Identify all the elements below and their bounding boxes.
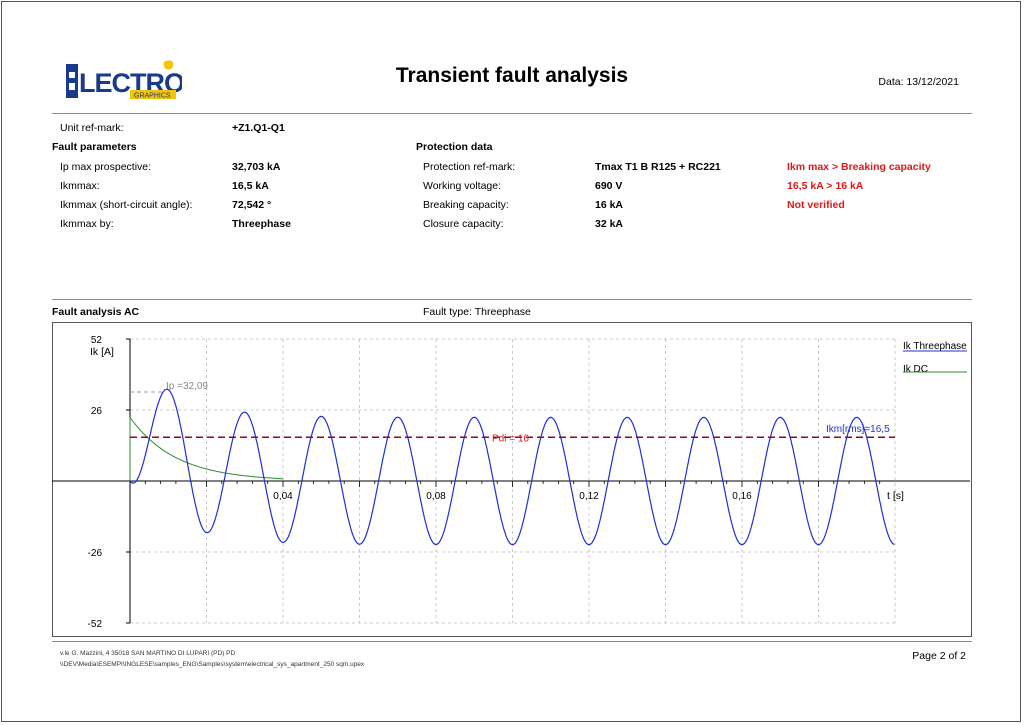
- protection-label: Working voltage:: [423, 180, 502, 192]
- protection-value: Tmax T1 B R125 + RC221: [595, 161, 721, 173]
- y-tick-label: 26: [91, 406, 103, 417]
- protection-value: 690 V: [595, 180, 623, 192]
- fault-param-value: Threephase: [232, 218, 291, 230]
- unit-label: Unit ref-mark:: [60, 122, 124, 134]
- legend-ik-dc: Ik DC: [903, 364, 928, 375]
- analysis-divider: [52, 299, 972, 300]
- protection-label: Breaking capacity:: [423, 199, 509, 211]
- fault-param-value: 72,542 °: [232, 199, 272, 211]
- fault-param-value: 32,703 kA: [232, 161, 281, 173]
- ik-threephase-curve: [129, 388, 895, 546]
- x-axis-label: t [s]: [887, 490, 904, 502]
- y-tick-label: 52: [91, 335, 103, 346]
- ip-label: Ip =32,09: [166, 381, 208, 392]
- report-date: Data: 13/12/2021: [878, 76, 959, 88]
- fault-param-label: Ikmmax by:: [60, 218, 114, 230]
- page-number: Page 2 of 2: [912, 650, 966, 662]
- ik-dc-curve: [129, 417, 283, 480]
- protection-status: Not verified: [787, 199, 845, 211]
- analysis-heading: Fault analysis AC: [52, 306, 140, 318]
- footer-address: v.le G. Mazzini, 4 35018 SAN MARTINO DI …: [60, 650, 236, 657]
- legend-ik-threephase: Ik Threephase: [903, 341, 967, 352]
- y-tick-label: -26: [88, 548, 103, 559]
- footer-divider: [52, 641, 972, 642]
- protection-status: 16,5 kA > 16 kA: [787, 180, 864, 192]
- electro-graphics-logo: LECTRO GRAPHICS: [66, 60, 182, 100]
- fault-param-label: Ip max prospective:: [60, 161, 152, 173]
- protection-heading: Protection data: [416, 141, 493, 153]
- x-tick-label: 0,12: [579, 491, 599, 502]
- protection-label: Closure capacity:: [423, 218, 504, 230]
- x-tick-label: 0,08: [426, 491, 446, 502]
- chart-frame: [52, 322, 972, 637]
- fault-param-label: Ikmmax (short-circuit angle):: [60, 199, 193, 211]
- protection-value: 32 kA: [595, 218, 624, 230]
- header-divider: [52, 113, 972, 114]
- protection-label: Protection ref-mark:: [423, 161, 516, 173]
- x-tick-label: 0,04: [273, 491, 293, 502]
- protection-status: Ikm max > Breaking capacity: [787, 161, 931, 173]
- page-title: Transient fault analysis: [395, 64, 629, 87]
- fault-param-label: Ikmmax:: [60, 180, 100, 192]
- fault-param-value: 16,5 kA: [232, 180, 269, 192]
- pdi-label: Pdi = 16: [492, 433, 529, 444]
- protection-value: 16 kA: [595, 199, 624, 211]
- ikm-rms-label: Ikm[rms]=16,5: [826, 424, 890, 435]
- y-tick-label: -52: [88, 619, 103, 630]
- footer-file-path: \\DEV\Media\ESEMPI\INGLESE\samples_ENG\S…: [60, 661, 365, 668]
- unit-value: +Z1.Q1-Q1: [232, 122, 285, 134]
- fault-params-heading: Fault parameters: [52, 141, 137, 153]
- y-axis-label: Ik [A]: [90, 346, 114, 358]
- x-tick-label: 0,16: [732, 491, 752, 502]
- fault-type-label: Fault type: Threephase: [423, 306, 531, 318]
- svg-text:GRAPHICS: GRAPHICS: [134, 93, 171, 100]
